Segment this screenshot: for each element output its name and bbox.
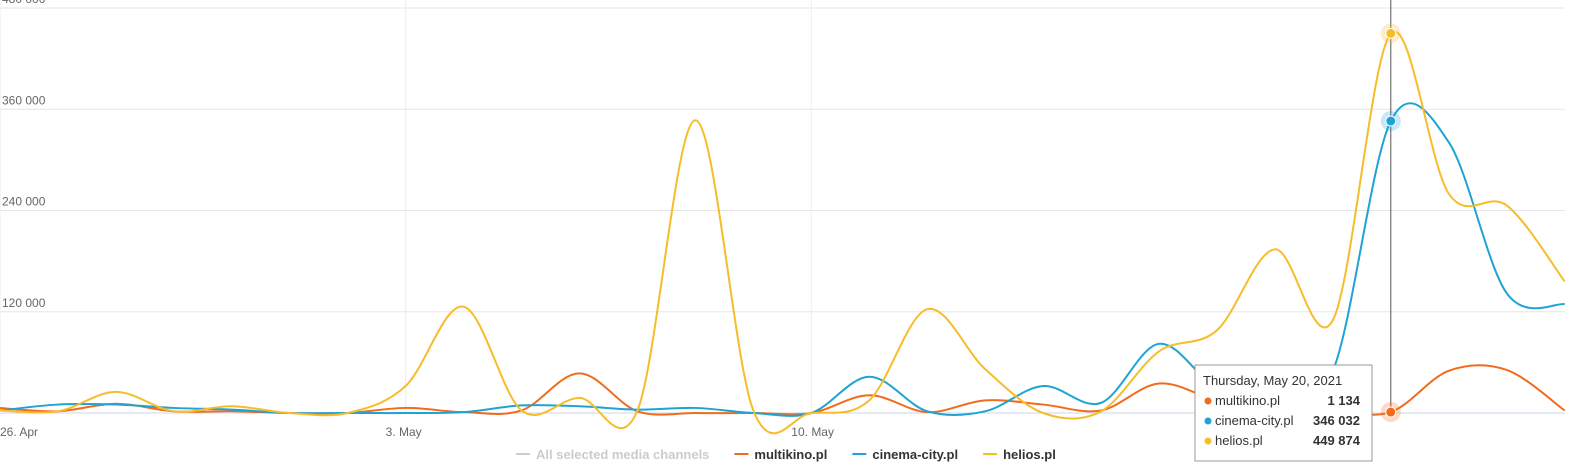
marker: [1385, 115, 1397, 127]
tooltip-name: helios.pl: [1215, 433, 1263, 448]
legend-label: All selected media channels: [536, 447, 709, 462]
legend-label: multikino.pl: [754, 447, 827, 462]
tooltip-box: [1194, 364, 1373, 462]
tooltip: Thursday, May 20, 2021 multikino.pl 1 134 c…: [1194, 364, 1373, 462]
legend: All selected media channels multikino.pl c…: [516, 447, 1056, 462]
series-line: [0, 30, 1566, 435]
y-tick-label: 480 000: [2, 0, 46, 6]
tooltip-dot: [1204, 437, 1212, 445]
marker: [1385, 406, 1397, 418]
legend-label: helios.pl: [1003, 447, 1056, 462]
tooltip-value: 1 134: [1327, 393, 1360, 408]
tooltip-dot: [1204, 397, 1212, 405]
tooltip-name: multikino.pl: [1215, 393, 1280, 408]
tooltip-value: 449 874: [1313, 433, 1361, 448]
x-tick-label: 26. Apr: [0, 425, 38, 439]
y-tick-label: 360 000: [2, 93, 46, 107]
y-tick-label: 240 000: [2, 195, 46, 209]
y-tick-label: 120 000: [2, 296, 46, 310]
x-tick-label: 3. May: [386, 425, 422, 439]
tooltip-title: Thursday, May 20, 2021: [1203, 373, 1342, 388]
tooltip-dot: [1204, 417, 1212, 425]
legend-label: cinema-city.pl: [872, 447, 958, 462]
tooltip-value: 346 032: [1313, 413, 1360, 428]
marker: [1385, 27, 1397, 39]
x-tick-label: 10. May: [791, 425, 834, 439]
tooltip-name: cinema-city.pl: [1215, 413, 1294, 428]
